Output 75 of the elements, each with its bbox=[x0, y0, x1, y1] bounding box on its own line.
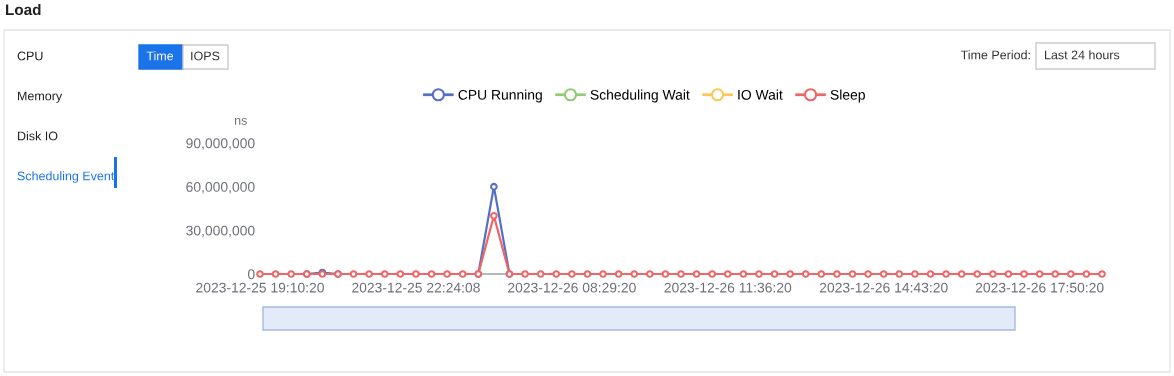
text: Last 24 hours bbox=[1045, 50, 1120, 60]
point bbox=[646, 270, 654, 278]
point bbox=[443, 270, 451, 278]
point bbox=[583, 270, 592, 278]
point bbox=[396, 270, 405, 278]
point bbox=[630, 270, 639, 278]
point bbox=[926, 270, 935, 278]
point bbox=[879, 270, 888, 278]
point bbox=[1020, 270, 1028, 278]
legend-label: IO Wait bbox=[738, 89, 783, 100]
y-tick-label: 30,000,000 bbox=[186, 225, 255, 238]
y-tick-label: 60,000,000 bbox=[186, 182, 255, 194]
y-tick-label: 90,000,000 bbox=[186, 138, 255, 150]
x-tick-label: 2023-12-25 22:24:08 bbox=[352, 282, 480, 293]
point bbox=[349, 270, 358, 278]
point bbox=[1098, 270, 1106, 278]
point bbox=[942, 270, 950, 278]
point bbox=[895, 270, 904, 278]
point bbox=[739, 270, 748, 278]
point bbox=[848, 270, 857, 278]
legend-label: CPU Running bbox=[458, 89, 542, 103]
point bbox=[770, 270, 779, 278]
point bbox=[723, 270, 732, 278]
point bbox=[271, 270, 280, 278]
point bbox=[490, 182, 498, 191]
point bbox=[786, 270, 794, 278]
point bbox=[1067, 270, 1075, 278]
point bbox=[833, 270, 841, 278]
point bbox=[458, 270, 467, 278]
text: Time bbox=[146, 51, 174, 61]
text: Disk IO bbox=[18, 131, 58, 141]
y-tick-label: 0 bbox=[247, 269, 255, 280]
x-tick-label: 2023-12-26 11:36:20 bbox=[664, 282, 792, 293]
point bbox=[957, 270, 966, 278]
point bbox=[614, 270, 623, 278]
point bbox=[256, 270, 264, 278]
point bbox=[755, 270, 763, 278]
point bbox=[1035, 270, 1044, 278]
point bbox=[568, 270, 576, 278]
legend-label: Sleep bbox=[830, 89, 865, 103]
point bbox=[661, 270, 670, 278]
point bbox=[380, 270, 389, 278]
x-tick-label: 2023-12-26 08:29:20 bbox=[508, 282, 636, 293]
y-axis-title: ns bbox=[235, 117, 247, 125]
point bbox=[412, 270, 420, 278]
text: Load bbox=[6, 3, 41, 16]
text: Time Period: bbox=[960, 50, 1030, 60]
point bbox=[677, 270, 685, 278]
point bbox=[989, 270, 997, 278]
point bbox=[973, 270, 982, 278]
x-tick-label: 2023-12-26 17:50:20 bbox=[975, 282, 1104, 293]
text: CPU bbox=[17, 51, 43, 61]
point bbox=[1004, 270, 1013, 278]
point bbox=[1051, 270, 1060, 278]
point bbox=[536, 270, 545, 278]
x-tick-label: 2023-12-26 14:43:20 bbox=[819, 282, 948, 293]
point bbox=[817, 270, 826, 278]
point bbox=[552, 270, 561, 278]
point bbox=[490, 211, 498, 220]
point bbox=[287, 270, 295, 278]
x-tick-label: 2023-12-25 19:10:20 bbox=[196, 282, 324, 293]
text: Memory bbox=[18, 91, 63, 103]
legend-label: Scheduling Wait bbox=[590, 89, 690, 103]
point bbox=[801, 270, 810, 278]
point bbox=[692, 270, 701, 278]
point bbox=[911, 270, 919, 278]
point bbox=[708, 270, 716, 278]
point bbox=[521, 270, 529, 278]
text: Scheduling Event bbox=[17, 171, 115, 183]
point bbox=[864, 270, 872, 278]
point bbox=[365, 270, 373, 278]
text: IOPS bbox=[191, 51, 220, 61]
point bbox=[427, 270, 436, 278]
point bbox=[599, 270, 607, 278]
point bbox=[1082, 270, 1091, 278]
